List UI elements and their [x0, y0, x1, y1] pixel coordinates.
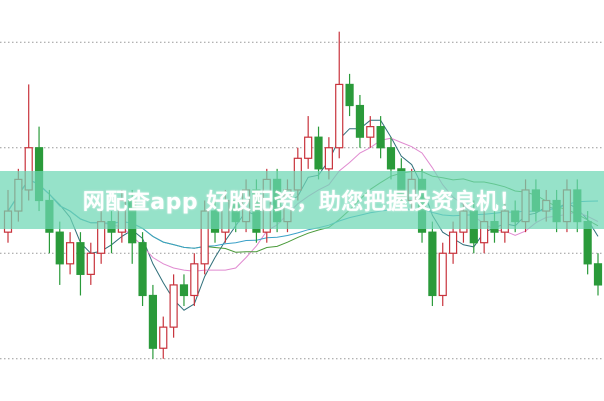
candle-down — [55, 231, 64, 265]
candle-up — [448, 231, 458, 254]
candle-down — [428, 231, 437, 297]
candle-down — [148, 294, 158, 349]
candle-up — [66, 242, 75, 265]
candle-up — [169, 284, 178, 328]
candle-up — [335, 83, 344, 149]
candle-down — [314, 136, 323, 170]
banner-text: 网配查app 好股配资，助您把握投资良机！ — [82, 190, 522, 215]
candle-down — [386, 147, 396, 170]
candle-down — [76, 242, 85, 275]
promo-banner: 网配查app 好股配资，助您把握投资良机！ — [0, 171, 604, 229]
candle-down — [593, 263, 603, 286]
candle-down — [138, 242, 147, 297]
candle-up — [366, 126, 375, 138]
candle-down — [355, 104, 365, 138]
candle-up — [438, 252, 447, 297]
candle-down — [345, 83, 354, 107]
candle-down — [376, 126, 385, 149]
candle-up — [159, 326, 168, 349]
candle-up — [304, 136, 313, 159]
candle-up — [324, 147, 333, 170]
candle-up — [190, 263, 199, 297]
candle-up — [86, 252, 95, 275]
candle-down — [179, 284, 189, 297]
